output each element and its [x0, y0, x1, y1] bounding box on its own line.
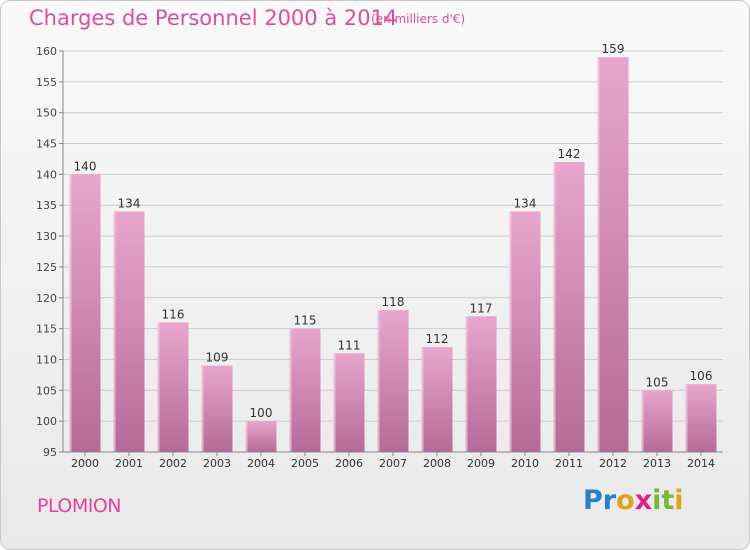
- data-label: 109: [206, 351, 229, 365]
- x-tick-label: 2003: [203, 457, 231, 470]
- y-tick-label: 140: [36, 168, 57, 181]
- y-tick-label: 95: [43, 446, 57, 459]
- bar-highlight: [113, 211, 116, 452]
- y-tick-label: 130: [36, 230, 57, 243]
- data-label: 100: [250, 406, 273, 420]
- x-tick-label: 2008: [423, 457, 451, 470]
- bar: [113, 211, 145, 452]
- x-tick-label: 2002: [159, 457, 187, 470]
- logo-letter: x: [634, 485, 653, 516]
- bar-highlight: [597, 57, 600, 453]
- x-tick-label: 2006: [335, 457, 363, 470]
- chart-subtitle: (en milliers d'€): [371, 12, 466, 26]
- y-tick-label: 145: [36, 138, 57, 151]
- bar: [201, 365, 233, 452]
- proxiti-logo[interactable]: Proxiti: [583, 485, 684, 516]
- x-tick-label: 2001: [115, 457, 143, 470]
- bar: [333, 353, 365, 452]
- data-label: 134: [118, 196, 141, 210]
- x-tick-label: 2009: [467, 457, 495, 470]
- logo-letter: P: [583, 485, 603, 516]
- logo-letter: r: [602, 485, 617, 516]
- x-tick-label: 2000: [71, 457, 99, 470]
- logo-letter: t: [661, 485, 675, 516]
- bar-highlight: [245, 421, 248, 452]
- bar: [553, 162, 585, 453]
- data-label: 134: [514, 196, 537, 210]
- bar-highlight: [421, 347, 424, 452]
- town-name: PLOMION: [37, 495, 122, 517]
- y-tick-label: 120: [36, 292, 57, 305]
- x-tick-label: 2007: [379, 457, 407, 470]
- logo-letter: i: [674, 485, 684, 516]
- x-tick-label: 2005: [291, 457, 319, 470]
- data-label: 111: [338, 338, 361, 352]
- bars: [69, 57, 717, 453]
- data-label: 118: [382, 295, 405, 309]
- y-tick-label: 100: [36, 415, 57, 428]
- logo-letter: o: [616, 485, 635, 516]
- bar-highlight: [69, 174, 72, 452]
- y-tick-label: 125: [36, 261, 57, 274]
- y-tick-label: 105: [36, 384, 57, 397]
- y-tick-label: 150: [36, 107, 57, 120]
- x-tick-label: 2004: [247, 457, 275, 470]
- chart-title: Charges de Personnel 2000 à 2014: [29, 6, 398, 30]
- bar-highlight: [377, 310, 380, 452]
- bar: [421, 347, 453, 452]
- x-tick-label: 2013: [643, 457, 671, 470]
- y-tick-label: 135: [36, 199, 57, 212]
- y-tick-label: 115: [36, 323, 57, 336]
- bar-highlight: [685, 384, 688, 452]
- bar: [509, 211, 541, 452]
- bar-highlight: [201, 365, 204, 452]
- axes: [59, 50, 723, 456]
- data-label: 106: [690, 369, 713, 383]
- x-tick-label: 2014: [687, 457, 715, 470]
- data-label: 116: [162, 307, 185, 321]
- bar: [597, 57, 629, 453]
- data-label: 112: [426, 332, 449, 346]
- bar: [465, 316, 497, 452]
- x-tick-label: 2011: [555, 457, 583, 470]
- bar: [289, 328, 321, 452]
- data-label: 105: [646, 375, 669, 389]
- x-tick-label: 2012: [599, 457, 627, 470]
- x-tick-label: 2010: [511, 457, 539, 470]
- bar-highlight: [157, 322, 160, 452]
- y-tick-label: 155: [36, 76, 57, 89]
- data-label: 140: [74, 159, 97, 173]
- data-label: 115: [294, 314, 317, 328]
- bar-highlight: [333, 353, 336, 452]
- y-tick-label: 160: [36, 45, 57, 58]
- bar-highlight: [641, 390, 644, 452]
- bar: [245, 421, 277, 452]
- data-label: 159: [602, 42, 625, 56]
- y-tick-label: 110: [36, 353, 57, 366]
- labels: 95 100 105 110 115 120 125 130 135 140 145 150 155 16…: [36, 42, 715, 470]
- bar-highlight: [289, 328, 292, 452]
- bar: [377, 310, 409, 452]
- data-label: 142: [558, 147, 581, 161]
- bar: [157, 322, 189, 452]
- bar-highlight: [553, 162, 556, 453]
- bar: [685, 384, 717, 452]
- data-label: 117: [470, 301, 493, 315]
- logo-letter: i: [652, 485, 662, 516]
- bar: [641, 390, 673, 452]
- bar-highlight: [509, 211, 512, 452]
- bar-highlight: [465, 316, 468, 452]
- bar: [69, 174, 101, 452]
